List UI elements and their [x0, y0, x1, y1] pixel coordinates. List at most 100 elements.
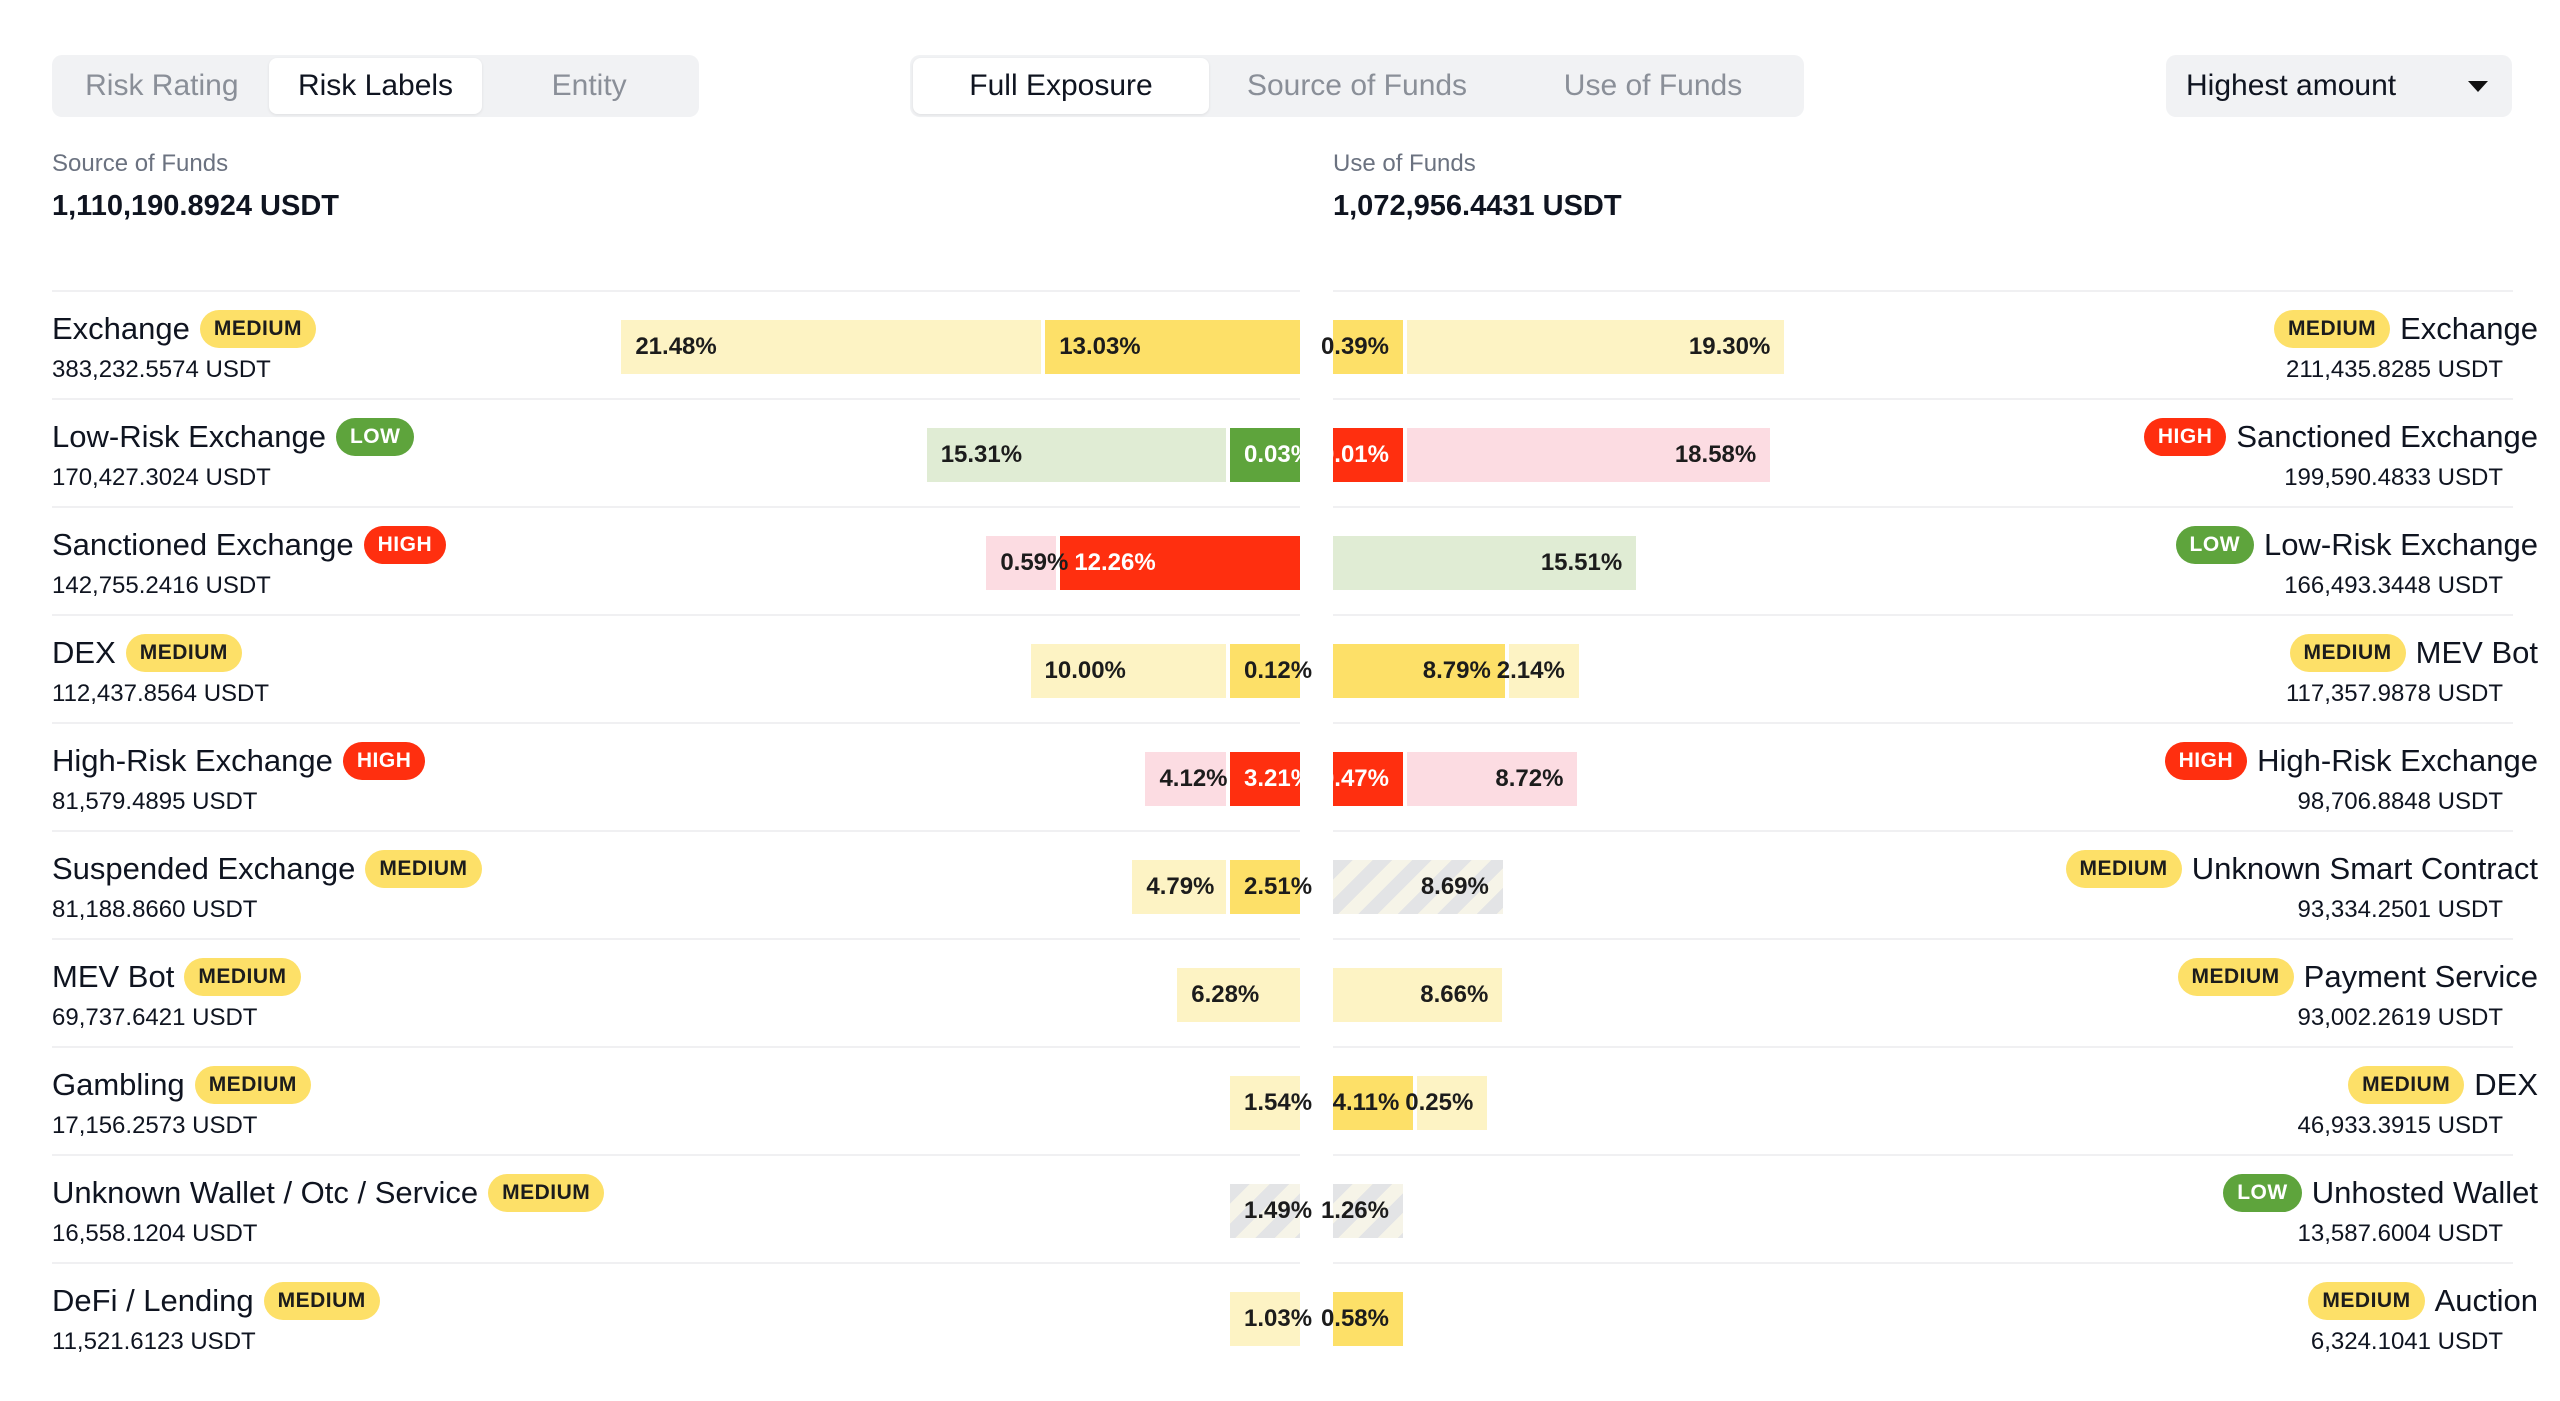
risk-badge: MEDIUM: [2289, 634, 2406, 672]
row-divider: [1333, 614, 2513, 616]
risk-badge: MEDIUM: [184, 958, 301, 996]
entity-name-cell: Gambling MEDIUM: [52, 1066, 311, 1104]
entity-name: Exchange: [2400, 311, 2538, 346]
row-divider: [52, 1154, 1300, 1156]
entity-amount: 46,933.3915 USDT: [2297, 1112, 2503, 1139]
sort-dropdown[interactable]: Highest amount: [2166, 55, 2512, 117]
risk-badge: MEDIUM: [263, 1282, 380, 1320]
exposure-bar: 18.58%: [1407, 428, 1771, 482]
row-divider: [1333, 398, 2513, 400]
entity-name: High-Risk Exchange: [2257, 743, 2538, 778]
entity-amount: 13,587.6004 USDT: [2297, 1220, 2503, 1247]
exposure-bar: 0.59%: [986, 536, 1068, 590]
entity-name: Low-Risk Exchange: [2264, 527, 2538, 562]
exposure-bar: 2.14%: [1497, 644, 1579, 698]
entity-amount: 170,427.3024 USDT: [52, 464, 271, 491]
risk-badge: LOW: [335, 418, 415, 456]
tab-risk-rating[interactable]: Risk Rating: [85, 69, 239, 102]
row-divider: [1333, 290, 2513, 292]
tab-use-of-funds[interactable]: Use of Funds: [1563, 69, 1743, 102]
row-divider: [52, 938, 1300, 940]
entity-amount: 6,324.1041 USDT: [2310, 1328, 2503, 1355]
entity-name: DEX: [2474, 1067, 2538, 1102]
entity-name: Unknown Smart Contract: [2191, 851, 2538, 886]
entity-amount: 199,590.4833 USDT: [2284, 464, 2503, 491]
entity-amount: 81,188.8660 USDT: [52, 896, 258, 923]
exposure-bar: 0.58%: [1321, 1292, 1403, 1346]
entity-amount: 117,357.9878 USDT: [2285, 680, 2503, 707]
exposure-bar: 0.47%: [1321, 752, 1403, 806]
sort-dropdown-value: Highest amount: [2186, 69, 2397, 102]
entity-amount: 69,737.6421 USDT: [52, 1004, 258, 1031]
risk-badge: MEDIUM: [2273, 310, 2391, 348]
risk-badge: MEDIUM: [125, 634, 242, 672]
row-divider: [1333, 1154, 2513, 1156]
tab-source-of-funds[interactable]: Source of Funds: [1246, 69, 1468, 102]
exposure-bar: 0.01%: [1321, 428, 1403, 482]
use-summary-value: 1,072,956.4431 USDT: [1333, 190, 1622, 222]
exposure-bar: 13.03%: [1045, 320, 1300, 374]
tab-entity[interactable]: Entity: [551, 69, 627, 102]
entity-name: MEV Bot: [2415, 635, 2538, 670]
risk-badge: MEDIUM: [194, 1066, 311, 1104]
exposure-bar: 0.12%: [1230, 644, 1312, 698]
source-summary-value: 1,110,190.8924 USDT: [52, 190, 339, 222]
entity-name-cell: Low-Risk Exchange LOW: [52, 418, 415, 456]
row-divider: [1333, 722, 2513, 724]
entity-name-cell: HIGH Sanctioned Exchange: [2143, 418, 2538, 456]
exposure-bar: 21.48%: [621, 320, 1042, 374]
entity-name-cell: LOW Unhosted Wallet: [2223, 1174, 2538, 1212]
exposure-bar: 12.26%: [1060, 536, 1300, 590]
entity-name: Auction: [2434, 1283, 2538, 1318]
exposure-bar: 15.51%: [1333, 536, 1637, 590]
risk-badge: MEDIUM: [365, 850, 482, 888]
entity-name: Unknown Wallet / Otc / Service: [52, 1175, 479, 1210]
row-divider: [1333, 830, 2513, 832]
exposure-bar: 1.26%: [1321, 1184, 1403, 1238]
entity-name-cell: MEDIUM DEX: [2348, 1066, 2538, 1104]
exposure-bar: 8.79%: [1333, 644, 1505, 698]
row-divider: [52, 1262, 1300, 1264]
entity-name: DEX: [52, 635, 116, 670]
entity-name: Gambling: [52, 1067, 185, 1102]
entity-amount: 16,558.1204 USDT: [52, 1220, 258, 1247]
risk-badge: MEDIUM: [488, 1174, 605, 1212]
entity-name-cell: LOW Low-Risk Exchange: [2175, 526, 2538, 564]
risk-badge: MEDIUM: [199, 310, 317, 348]
exposure-bar: 4.11%: [1333, 1076, 1414, 1130]
entity-name-cell: Exchange MEDIUM: [52, 310, 317, 348]
exposure-bar: 3.21%: [1230, 752, 1312, 806]
entity-name-cell: High-Risk Exchange HIGH: [52, 742, 426, 780]
risk-view-tabs: Risk Rating Risk Labels Entity: [52, 55, 699, 117]
source-summary-label: Source of Funds: [52, 150, 229, 177]
entity-name: High-Risk Exchange: [52, 743, 333, 778]
row-divider: [1333, 1262, 2513, 1264]
entity-name: Sanctioned Exchange: [52, 527, 354, 562]
entity-amount: 93,002.2619 USDT: [2297, 1004, 2503, 1031]
entity-amount: 142,755.2416 USDT: [52, 572, 271, 599]
exposure-bar: 15.31%: [926, 428, 1226, 482]
entity-name: Unhosted Wallet: [2311, 1175, 2538, 1210]
tab-full-exposure[interactable]: Full Exposure: [913, 58, 1209, 114]
entity-name-cell: Sanctioned Exchange HIGH: [52, 526, 447, 564]
tab-risk-labels[interactable]: Risk Labels: [268, 58, 483, 114]
entity-name-cell: MEDIUM Payment Service: [2177, 958, 2538, 996]
entity-amount: 112,437.8564 USDT: [52, 680, 270, 707]
entity-amount: 98,706.8848 USDT: [2297, 788, 2503, 815]
entity-name: Low-Risk Exchange: [52, 419, 326, 454]
use-summary-label: Use of Funds: [1333, 150, 1476, 177]
exposure-bar: 8.72%: [1407, 752, 1578, 806]
entity-name-cell: MEV Bot MEDIUM: [52, 958, 301, 996]
entity-name: Payment Service: [2303, 959, 2538, 994]
exposure-bar: 4.79%: [1132, 860, 1226, 914]
risk-badge: HIGH: [342, 742, 426, 780]
exposure-bar: 4.12%: [1145, 752, 1228, 806]
entity-amount: 81,579.4895 USDT: [52, 788, 258, 815]
row-divider: [52, 290, 1300, 292]
entity-name-cell: HIGH High-Risk Exchange: [2164, 742, 2538, 780]
risk-badge: HIGH: [2143, 418, 2227, 456]
exposure-bar: 1.49%: [1230, 1184, 1312, 1238]
entity-name-cell: DEX MEDIUM: [52, 634, 242, 672]
risk-badge: MEDIUM: [2177, 958, 2294, 996]
exposure-bar: 0.25%: [1405, 1076, 1488, 1130]
